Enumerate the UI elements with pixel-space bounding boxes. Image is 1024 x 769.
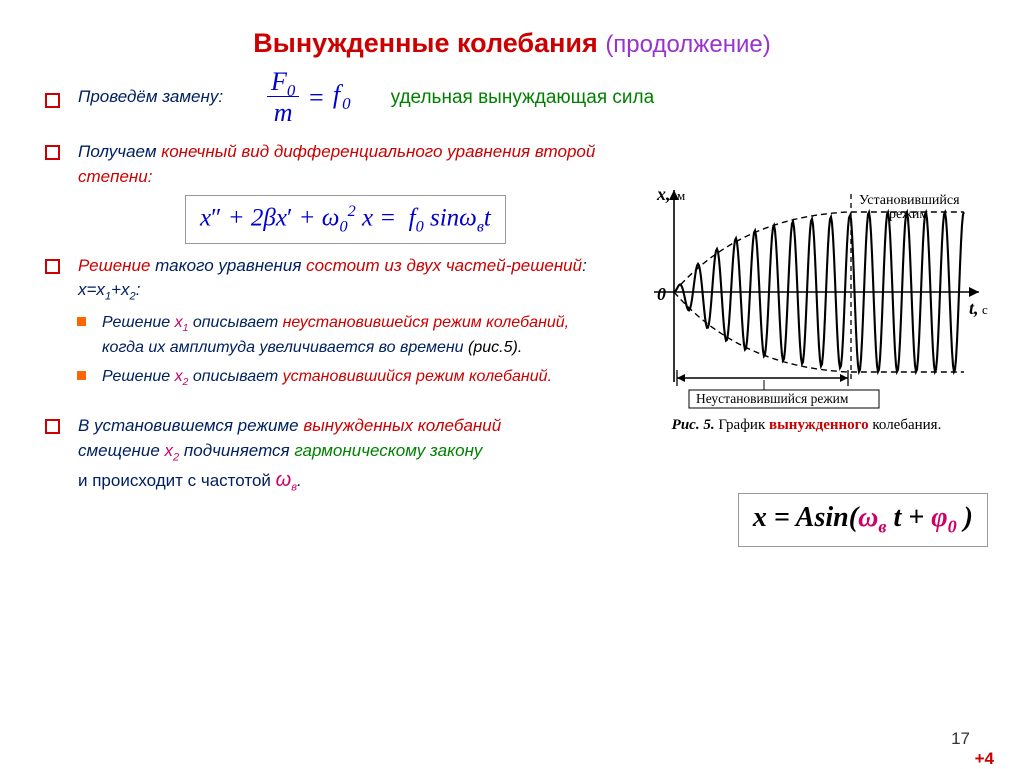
fc-a: График (715, 417, 769, 433)
figure-caption: Рис. 5. График вынужденного колебания. (619, 417, 994, 434)
l5b: ω (276, 469, 292, 491)
sub-text-1: Решение x1 описывает неустановившейся ре… (102, 311, 582, 359)
s1b: x (175, 314, 183, 331)
eh-fn: sin( (814, 502, 858, 533)
fc-b: Рис. 5. (672, 417, 715, 433)
l5c: . (297, 471, 302, 490)
title-main: Вынужденные колебания (253, 28, 598, 58)
s1c: описывает (188, 314, 282, 331)
figure-5: x, м t, с 0 Установившийся режим Неустан… (619, 182, 994, 434)
slide-title: Вынужденные колебания (продолжение) (0, 0, 1024, 59)
s2a: Решение (102, 368, 175, 385)
eh-lhs: x = A (753, 502, 815, 533)
l4d: x (165, 441, 174, 460)
eq-eq: = (307, 83, 325, 113)
rhs-sub: 0 (342, 95, 350, 114)
l3c: состоит из двух частей-решений (306, 256, 582, 275)
bullet-icon (45, 419, 60, 434)
text-line-3: Решение такого уравнения состоит из двух… (78, 254, 598, 305)
l4c: смещение (78, 441, 165, 460)
s1f: (рис.5). (468, 339, 522, 356)
text-line-2: Получаем конечный вид дифференциального … (78, 140, 618, 189)
l3e: +x (111, 280, 129, 299)
page-number: 17 (951, 729, 970, 749)
bullet-icon (77, 317, 86, 326)
l3f: : (136, 280, 141, 299)
bullet-icon (77, 371, 86, 380)
frac-num-var: F (271, 67, 287, 96)
eq-harm-wrap: x = Asin(ωв t + φ0 ) (738, 493, 988, 547)
text-line-1: Проведём замену: (78, 85, 253, 110)
fc-c: колебания. (869, 417, 942, 433)
l5a: и происходит с частотой (78, 471, 276, 490)
fraction: F0 m (267, 69, 299, 126)
label-transient: Неустановившийся режим (696, 391, 849, 406)
l3b: такого уравнения (155, 256, 306, 275)
eh-close: ) (957, 502, 973, 533)
bullet-icon (45, 93, 60, 108)
origin-label: 0 (657, 284, 666, 304)
eq-rhs: f0 (333, 80, 351, 114)
title-sub: (продолжение) (605, 31, 770, 58)
bullet-1: Проведём замену: F0 m = f0 удельная выну… (45, 69, 994, 126)
text-line-4: В установившемся режиме вынужденных коле… (78, 414, 578, 494)
l3a: Решение (78, 256, 155, 275)
l4f: гармоническому закону (294, 441, 482, 460)
eh-mid: t + (886, 502, 931, 533)
eh-phi: φ (931, 502, 947, 533)
y-axis-label: x, (656, 184, 671, 204)
s2c: описывает (188, 368, 282, 385)
eq-harmonic: x = Asin(ωв t + φ0 ) (738, 493, 988, 547)
l4e: подчиняется (179, 441, 294, 460)
oscillation-graph: x, м t, с 0 Установившийся режим Неустан… (619, 182, 994, 410)
s2b: x (175, 368, 183, 385)
s2d: установившийся режим колебаний. (283, 368, 552, 385)
l4a: В установившемся режиме (78, 416, 303, 435)
annot-force: удельная вынуждающая сила (391, 84, 655, 112)
sub-text-2: Решение x2 описывает установившийся режи… (102, 365, 582, 390)
bullet-icon (45, 145, 60, 160)
s1a: Решение (102, 314, 175, 331)
s1e: когда их амплитуда увеличивается во врем… (102, 339, 468, 356)
y-axis-unit: м (677, 188, 685, 203)
plus-four: +4 (975, 749, 994, 769)
s1d: неустановившейся режим колебаний, (283, 314, 570, 331)
label-steady: Установившийся режим (859, 193, 963, 222)
x-axis-label: t, (969, 298, 979, 318)
fc-r: вынужденного (769, 417, 869, 433)
frac-den: m (270, 98, 297, 127)
bullet-icon (45, 259, 60, 274)
eh-om: ω (858, 502, 878, 533)
rhs-var: f (333, 80, 340, 109)
x-axis-unit: с (982, 302, 988, 317)
l4b: вынужденных колебаний (303, 416, 501, 435)
eh-phis: 0 (948, 517, 957, 537)
l2a: Получаем (78, 142, 161, 161)
eq-diff: x″ + 2βx′ + ω02 x = f0 sinωвt (185, 195, 506, 243)
